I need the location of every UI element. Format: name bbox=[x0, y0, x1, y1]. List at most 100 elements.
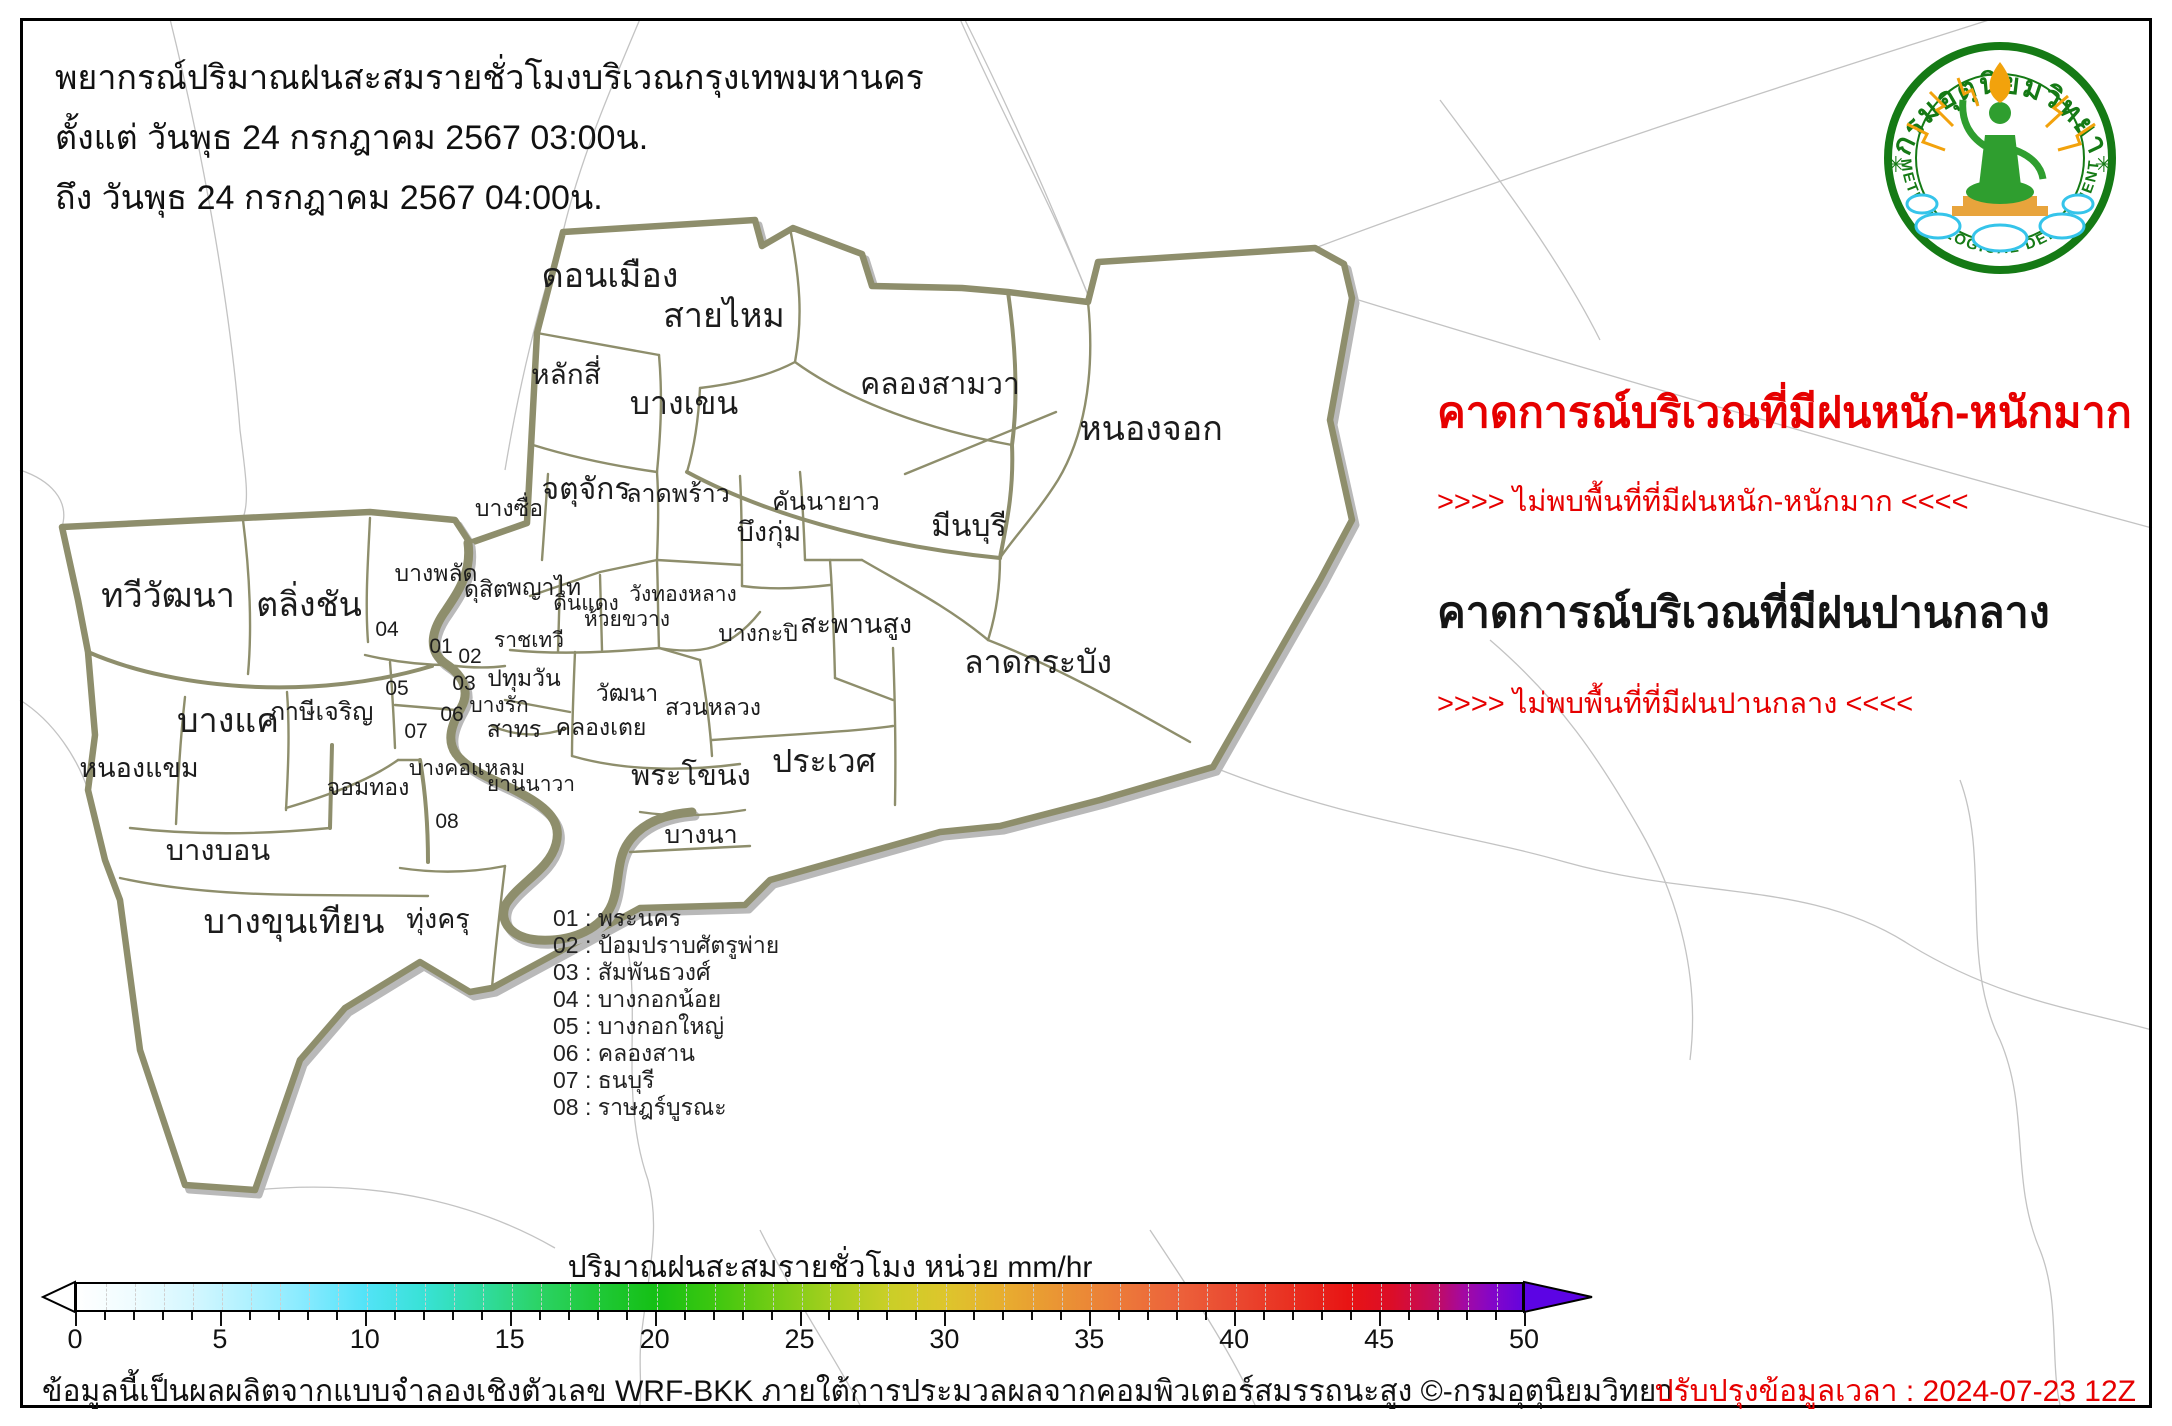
colorbar-unit-line bbox=[1265, 1284, 1267, 1310]
legend-item: 03 : สัมพันธวงศ์ bbox=[553, 959, 711, 985]
colorbar-tick bbox=[1176, 1312, 1179, 1320]
colorbar-tick bbox=[828, 1312, 831, 1320]
district-label: พญาไท bbox=[507, 574, 581, 600]
district-label: บางแค bbox=[177, 702, 279, 740]
colorbar-unit-line bbox=[1410, 1284, 1412, 1310]
colorbar-tick bbox=[1495, 1312, 1498, 1320]
colorbar-tick bbox=[712, 1312, 715, 1320]
colorbar-unit-line bbox=[1178, 1284, 1180, 1310]
colorbar-unit-line bbox=[830, 1284, 832, 1310]
colorbar-title: ปริมาณฝนสะสมรายชั่วโมง หน่วย mm/hr bbox=[567, 1251, 1093, 1284]
colorbar-unit-line bbox=[511, 1284, 513, 1310]
district-number: 02 bbox=[458, 645, 481, 668]
colorbar-tick bbox=[190, 1312, 193, 1320]
district-label: สาทร bbox=[487, 716, 541, 742]
colorbar-unit-line bbox=[859, 1284, 861, 1310]
colorbar-tick-label: 50 bbox=[1508, 1324, 1540, 1354]
district-label: ยานนาวา bbox=[487, 773, 575, 796]
colorbar-tick bbox=[509, 1312, 512, 1326]
logo-clouds bbox=[1905, 193, 2095, 253]
colorbar-unit-line bbox=[221, 1284, 223, 1310]
colorbar-tick bbox=[654, 1312, 657, 1326]
district-label: บางซื่อ bbox=[475, 492, 543, 521]
legend-item: 08 : ราษฎร์บูรณะ bbox=[553, 1094, 727, 1120]
colorbar-unit-line bbox=[250, 1284, 252, 1310]
colorbar-tick-label: 40 bbox=[1219, 1324, 1250, 1354]
colorbar-unit-line bbox=[1352, 1284, 1354, 1310]
title-from-line: ตั้งแต่ วันพุธ 24 กรกฎาคม 2567 03:00น. bbox=[55, 119, 649, 157]
district-label: มีนบุรี bbox=[931, 510, 1006, 545]
colorbar-unit-line bbox=[772, 1284, 774, 1310]
district-label: สะพานสูง bbox=[800, 609, 912, 640]
colorbar-tick-label: 35 bbox=[1074, 1324, 1105, 1354]
heavy-rain-result: >>>> ไม่พบพื้นที่ที่มีฝนหนัก-หนักมาก <<<… bbox=[1437, 486, 1969, 518]
district-label: ห้วยขวาง bbox=[584, 608, 670, 631]
legend-item: 06 : คลองสาน bbox=[553, 1040, 695, 1066]
colorbar-unit-line bbox=[569, 1284, 571, 1310]
colorbar-tick-label: 15 bbox=[494, 1324, 525, 1354]
colorbar-tick bbox=[1118, 1312, 1121, 1320]
colorbar-unit-line bbox=[337, 1284, 339, 1310]
district-label: บางบอน bbox=[166, 835, 271, 867]
colorbar-unit-line bbox=[743, 1284, 745, 1310]
colorbar-unit-line bbox=[453, 1284, 455, 1310]
colorbar-unit-line bbox=[1497, 1284, 1499, 1310]
district-number: 03 bbox=[452, 672, 475, 695]
district-label: สวนหลวง bbox=[665, 694, 761, 720]
district-label: ดินแดง bbox=[553, 592, 618, 615]
district-label: ประเวศ bbox=[772, 743, 876, 779]
colorbar-unit-line bbox=[1439, 1284, 1441, 1310]
district-number: 05 bbox=[385, 677, 408, 700]
colorbar-tick bbox=[132, 1312, 135, 1320]
colorbar-right-arrow bbox=[1523, 1280, 1593, 1314]
colorbar-tick bbox=[1292, 1312, 1295, 1320]
district-label: บางคอแหลม bbox=[409, 757, 525, 780]
colorbar-unit-line bbox=[685, 1284, 687, 1310]
district-borders bbox=[86, 226, 1192, 990]
district-label: บางพลัด bbox=[395, 560, 478, 586]
colorbar-tick bbox=[944, 1312, 947, 1326]
logo-ornament-left: ✳ bbox=[1887, 152, 1905, 177]
logo-ornament-right: ✳ bbox=[2095, 152, 2113, 177]
district-label: วัฒนา bbox=[596, 680, 658, 706]
colorbar-unit-line bbox=[279, 1284, 281, 1310]
district-number: 06 bbox=[440, 703, 463, 726]
colorbar-tick-label: 20 bbox=[639, 1324, 670, 1354]
colorbar-unit-line bbox=[656, 1284, 658, 1310]
colorbar-tick bbox=[161, 1312, 164, 1320]
district-label: หนองจอก bbox=[1079, 410, 1223, 448]
district-label: คันนายาว bbox=[772, 488, 880, 516]
district-label: วังทองหลาง bbox=[629, 583, 737, 606]
moderate-rain-result: >>>> ไม่พบพื้นที่ที่มีฝนปานกลาง <<<< bbox=[1437, 688, 1914, 720]
district-label: ปทุมวัน bbox=[487, 665, 561, 692]
title-to-line: ถึง วันพุธ 24 กรกฎาคม 2567 04:00น. bbox=[55, 179, 603, 217]
colorbar-tick bbox=[1466, 1312, 1469, 1320]
district-label: ทุ่งครุ bbox=[406, 904, 470, 936]
district-label: ตลิ่งชัน bbox=[256, 581, 362, 624]
district-label: ลาดพร้าว bbox=[626, 480, 730, 508]
colorbar-tick bbox=[393, 1312, 396, 1320]
district-number: 01 bbox=[429, 635, 452, 658]
colorbar-unit-line bbox=[946, 1284, 948, 1310]
colorbar-unit-line bbox=[714, 1284, 716, 1310]
page-frame bbox=[20, 18, 2152, 1408]
colorbar-tick bbox=[219, 1312, 222, 1326]
colorbar-tick bbox=[1147, 1312, 1150, 1320]
district-label: ราชเทวี bbox=[494, 629, 564, 652]
district-label: ภาษีเจริญ bbox=[269, 698, 374, 726]
colorbar-unit-line bbox=[975, 1284, 977, 1310]
colorbar-tick bbox=[915, 1312, 918, 1320]
district-label: บางนา bbox=[664, 821, 737, 849]
colorbar-tick bbox=[335, 1312, 338, 1320]
colorbar-tick bbox=[625, 1312, 628, 1320]
district-label: หนองแขม bbox=[79, 753, 198, 783]
colorbar-tick bbox=[1205, 1312, 1208, 1320]
data-source-note: ข้อมูลนี้เป็นผลผลิตจากแบบจำลองเชิงตัวเลข… bbox=[42, 1375, 1674, 1408]
tmd-logo: กรมอุตุนิยมวิทยา METEOROLOGICAL DEPARTME… bbox=[1884, 42, 2116, 274]
district-label: บึงกุ่ม bbox=[737, 517, 801, 549]
colorbar-unit-line bbox=[540, 1284, 542, 1310]
colorbar-tick bbox=[1524, 1312, 1526, 1326]
colorbar-tick bbox=[1234, 1312, 1237, 1326]
